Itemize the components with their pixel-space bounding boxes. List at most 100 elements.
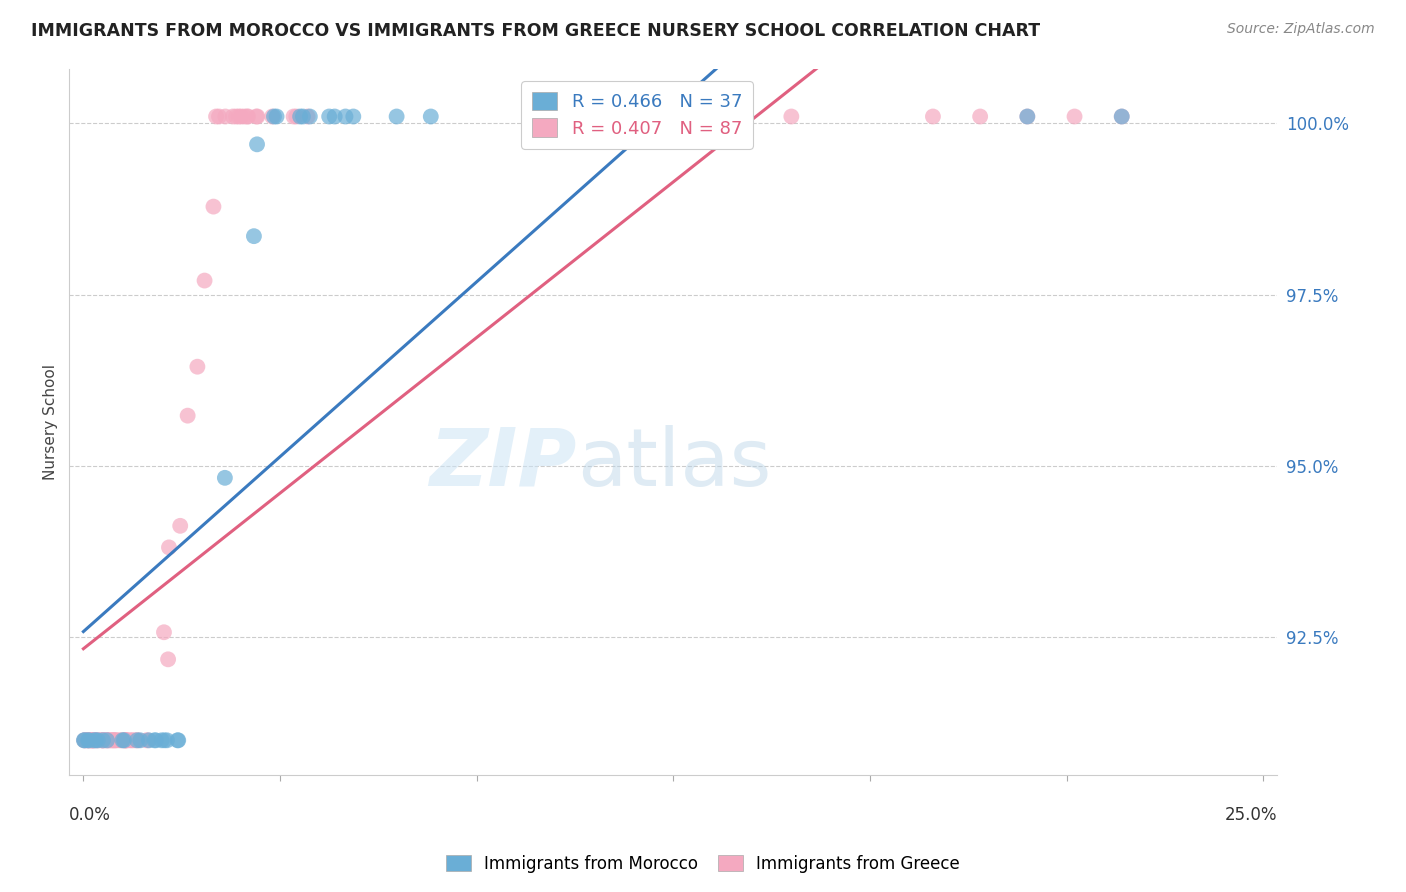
Y-axis label: Nursery School: Nursery School xyxy=(44,364,58,480)
Point xyxy=(214,471,236,485)
Point xyxy=(1111,110,1133,124)
Point xyxy=(1017,110,1039,124)
Point xyxy=(128,733,150,747)
Point xyxy=(91,733,114,747)
Point xyxy=(150,733,173,747)
Point xyxy=(115,733,138,747)
Point xyxy=(110,733,132,747)
Point xyxy=(1063,110,1085,124)
Point xyxy=(104,733,127,747)
Point xyxy=(236,110,259,124)
Point xyxy=(263,110,285,124)
Point xyxy=(156,733,179,747)
Point xyxy=(127,733,149,747)
Point xyxy=(129,733,152,747)
Text: 25.0%: 25.0% xyxy=(1225,806,1278,824)
Point xyxy=(80,733,103,747)
Point xyxy=(73,733,96,747)
Point xyxy=(323,110,346,124)
Text: Source: ZipAtlas.com: Source: ZipAtlas.com xyxy=(1227,22,1375,37)
Point xyxy=(77,733,100,747)
Point xyxy=(169,518,191,533)
Point xyxy=(77,733,100,747)
Point xyxy=(111,733,134,747)
Point xyxy=(229,110,252,124)
Point xyxy=(262,110,284,124)
Point xyxy=(243,229,266,244)
Point xyxy=(73,733,96,747)
Point xyxy=(91,733,114,747)
Point xyxy=(114,733,136,747)
Point xyxy=(77,733,100,747)
Point xyxy=(103,733,125,747)
Point xyxy=(298,110,321,124)
Point xyxy=(176,409,198,423)
Point xyxy=(186,359,208,374)
Point xyxy=(76,733,98,747)
Text: IMMIGRANTS FROM MOROCCO VS IMMIGRANTS FROM GREECE NURSERY SCHOOL CORRELATION CHA: IMMIGRANTS FROM MOROCCO VS IMMIGRANTS FR… xyxy=(31,22,1040,40)
Point xyxy=(83,733,105,747)
Point xyxy=(77,733,100,747)
Point xyxy=(100,733,122,747)
Point xyxy=(1017,110,1039,124)
Point xyxy=(419,110,441,124)
Point xyxy=(83,733,105,747)
Point xyxy=(82,733,104,747)
Point xyxy=(245,110,267,124)
Point xyxy=(93,733,115,747)
Point xyxy=(98,733,121,747)
Point xyxy=(114,733,136,747)
Point xyxy=(297,110,319,124)
Point xyxy=(922,110,945,124)
Point xyxy=(335,110,357,124)
Point xyxy=(222,110,245,124)
Point xyxy=(93,733,115,747)
Point xyxy=(75,733,97,747)
Text: atlas: atlas xyxy=(576,425,770,503)
Point xyxy=(236,110,259,124)
Point xyxy=(108,733,131,747)
Point xyxy=(138,733,160,747)
Point xyxy=(73,733,96,747)
Legend: Immigrants from Morocco, Immigrants from Greece: Immigrants from Morocco, Immigrants from… xyxy=(439,848,967,880)
Point xyxy=(266,110,288,124)
Point xyxy=(114,733,136,747)
Point xyxy=(90,733,112,747)
Point xyxy=(77,733,100,747)
Point xyxy=(97,733,120,747)
Point xyxy=(112,733,135,747)
Point xyxy=(167,733,190,747)
Point xyxy=(228,110,250,124)
Point xyxy=(318,110,340,124)
Point xyxy=(105,733,128,747)
Point xyxy=(80,733,103,747)
Point xyxy=(780,110,803,124)
Point xyxy=(193,274,215,288)
Text: ZIP: ZIP xyxy=(429,425,576,503)
Point xyxy=(157,652,180,666)
Point xyxy=(122,733,145,747)
Point xyxy=(100,733,122,747)
Point xyxy=(80,733,103,747)
Point xyxy=(96,733,118,747)
Point xyxy=(91,733,114,747)
Point xyxy=(96,733,118,747)
Point xyxy=(103,733,125,747)
Point xyxy=(225,110,247,124)
Point xyxy=(86,733,108,747)
Point xyxy=(214,110,236,124)
Text: 0.0%: 0.0% xyxy=(69,806,111,824)
Point xyxy=(385,110,408,124)
Point xyxy=(288,110,311,124)
Point xyxy=(97,733,120,747)
Point xyxy=(283,110,305,124)
Point xyxy=(153,733,176,747)
Point xyxy=(157,541,180,555)
Point xyxy=(84,733,107,747)
Point xyxy=(205,110,228,124)
Point xyxy=(127,733,149,747)
Point xyxy=(120,733,142,747)
Point xyxy=(96,733,118,747)
Point xyxy=(124,733,146,747)
Point xyxy=(166,733,188,747)
